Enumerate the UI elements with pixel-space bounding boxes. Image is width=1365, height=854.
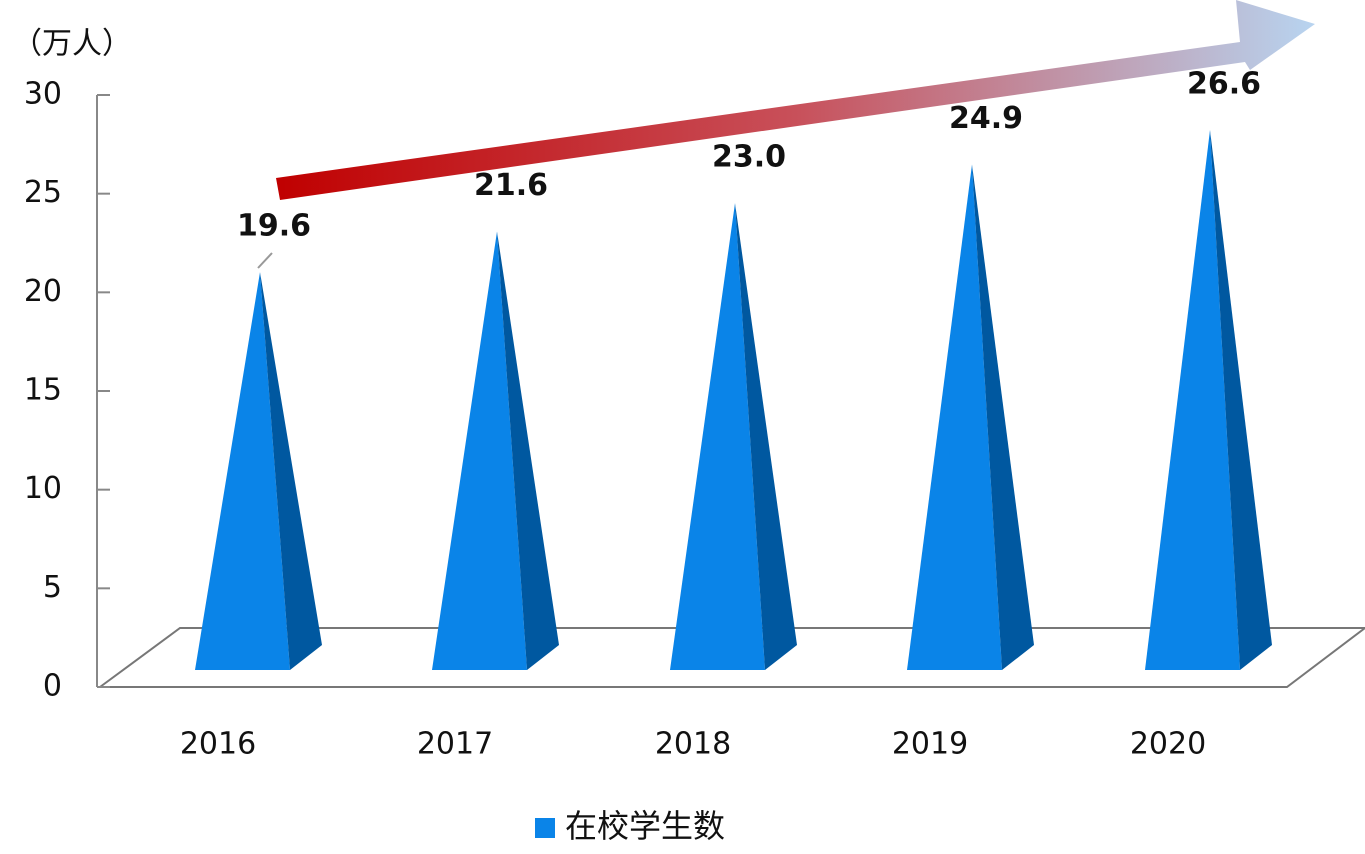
y-tick-label: 0 [43, 669, 62, 704]
y-tick-label: 10 [24, 471, 62, 506]
pyramid-front [907, 164, 1002, 670]
y-tick-label: 5 [43, 570, 62, 605]
y-tick-label: 20 [24, 274, 62, 309]
trend-arrow [276, 0, 1315, 200]
pyramid-front [670, 203, 765, 670]
value-label: 24.9 [949, 101, 1023, 136]
y-tick-label: 15 [24, 373, 62, 408]
pyramid-front [432, 231, 527, 670]
pyramid-side [260, 272, 322, 670]
x-tick-label: 2020 [1130, 727, 1206, 762]
x-tick-label: 2019 [892, 727, 968, 762]
value-label: 21.6 [474, 168, 548, 203]
value-label: 23.0 [712, 140, 786, 175]
x-tick-label: 2018 [655, 727, 731, 762]
value-label: 26.6 [1187, 67, 1261, 102]
pyramid-front [195, 272, 290, 670]
value-label: 19.6 [237, 209, 311, 244]
legend-label: 在校学生数 [565, 807, 725, 845]
y-tick-label: 30 [24, 77, 62, 112]
pyramid-side [735, 203, 797, 670]
label-leader [257, 252, 273, 269]
pyramid-side [497, 231, 559, 670]
pyramid-side [972, 164, 1034, 670]
x-tick-label: 2017 [417, 727, 493, 762]
x-tick-label: 2016 [180, 727, 256, 762]
pyramid-front [1145, 130, 1240, 670]
y-tick-label: 25 [24, 175, 62, 210]
y-axis-label: （万人） [12, 27, 132, 62]
pyramid-side [1210, 130, 1272, 670]
legend-swatch [535, 818, 555, 838]
